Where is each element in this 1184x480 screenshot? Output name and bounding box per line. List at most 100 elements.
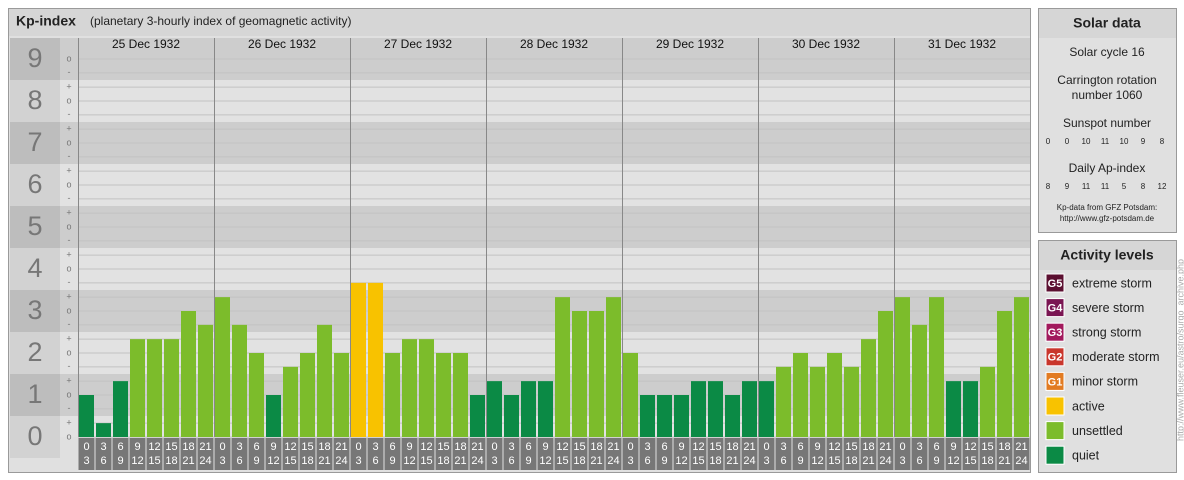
legend-label: minor storm [1072, 375, 1138, 389]
legend-swatch [1045, 445, 1065, 465]
x-tick-label: 9 [678, 441, 684, 453]
bar [759, 381, 774, 437]
bar [487, 381, 502, 437]
x-label-box [571, 438, 588, 470]
x-tick-label: 12 [403, 455, 415, 467]
x-tick-label: 21 [590, 455, 602, 467]
x-tick-label: 15 [165, 441, 177, 453]
x-tick-label: 24 [1015, 455, 1027, 467]
activity-title-bar [1039, 241, 1176, 270]
x-tick-label: 24 [199, 455, 211, 467]
bar [776, 366, 791, 437]
x-label-box [775, 438, 792, 470]
x-tick-label: 12 [131, 455, 143, 467]
day-label: 26 Dec 1932 [248, 37, 316, 51]
x-label-box [588, 438, 605, 470]
x-tick-label: 3 [491, 455, 497, 467]
x-tick-label: 18 [845, 455, 857, 467]
x-label-box [639, 438, 656, 470]
x-tick-label: 9 [253, 455, 259, 467]
x-tick-label: 12 [420, 441, 432, 453]
x-label-box [707, 438, 724, 470]
x-tick-label: 3 [627, 455, 633, 467]
x-tick-label: 15 [573, 441, 585, 453]
sunspot-value: 8 [1160, 137, 1165, 146]
bar [521, 381, 536, 437]
x-tick-label: 18 [862, 441, 874, 453]
bar [946, 381, 961, 437]
band [10, 374, 60, 416]
solar-cycle: Solar cycle 16 [1069, 45, 1145, 59]
x-tick-label: 24 [335, 455, 347, 467]
x-tick-label: 9 [933, 455, 939, 467]
x-tick-label: 3 [508, 441, 514, 453]
x-label-box [979, 438, 996, 470]
plot: 0123456789o+-o+-o+-o+-o+-o+-o+-o+-o+-o25… [10, 37, 1030, 470]
ap-value: 9 [1065, 182, 1070, 191]
x-label-box [469, 438, 486, 470]
x-tick-label: 21 [607, 441, 619, 453]
x-tick-label: 12 [556, 441, 568, 453]
x-label-box [826, 438, 843, 470]
x-label-box [231, 438, 248, 470]
band [10, 38, 60, 80]
x-tick-label: 21 [998, 455, 1010, 467]
legend-label: severe storm [1072, 301, 1144, 315]
x-label-box [367, 438, 384, 470]
bar [844, 366, 859, 437]
bar [572, 311, 587, 437]
x-tick-label: 15 [284, 455, 296, 467]
x-label-box [605, 438, 622, 470]
x-tick-label: 6 [644, 455, 650, 467]
x-tick-label: 0 [899, 441, 905, 453]
x-tick-label: 21 [318, 455, 330, 467]
bar [674, 395, 689, 437]
bar [198, 324, 213, 437]
x-tick-label: 9 [814, 441, 820, 453]
bar [419, 339, 434, 437]
x-tick-label: 12 [692, 441, 704, 453]
bar [963, 381, 978, 437]
x-tick-label: 21 [879, 441, 891, 453]
x-tick-label: 12 [148, 441, 160, 453]
x-label-box [265, 438, 282, 470]
x-tick-label: 9 [950, 441, 956, 453]
watermark: http://www.fleuser.eu/astro/surgo_archiv… [1175, 259, 1184, 441]
x-tick-label: 9 [270, 441, 276, 453]
x-tick-label: 9 [134, 441, 140, 453]
x-tick-label: 18 [165, 455, 177, 467]
x-label-box [146, 438, 163, 470]
solar-panel [1038, 8, 1177, 233]
x-tick-label: 15 [981, 441, 993, 453]
bar [436, 353, 451, 437]
x-tick-label: 18 [454, 441, 466, 453]
legend-label: unsettled [1072, 424, 1123, 438]
x-tick-label: 3 [219, 455, 225, 467]
x-tick-label: 15 [828, 455, 840, 467]
minor-tick-label: + [66, 82, 71, 92]
x-tick-label: 24 [879, 455, 891, 467]
bar [929, 297, 944, 437]
x-tick-label: 3 [899, 455, 905, 467]
minor-tick-label: + [66, 334, 71, 344]
sunspot-value: 10 [1120, 137, 1129, 146]
x-tick-label: 3 [236, 441, 242, 453]
x-tick-label: 9 [117, 455, 123, 467]
x-label-box [809, 438, 826, 470]
bar [334, 353, 349, 437]
x-tick-label: 18 [709, 455, 721, 467]
x-label-box [180, 438, 197, 470]
legend-label: moderate storm [1072, 350, 1160, 364]
x-tick-label: 15 [148, 455, 160, 467]
x-label-box [554, 438, 571, 470]
x-tick-label: 12 [675, 455, 687, 467]
minor-tick-label: o [66, 347, 71, 357]
x-label-box [486, 438, 503, 470]
x-tick-label: 15 [692, 455, 704, 467]
x-tick-label: 6 [372, 455, 378, 467]
bar [113, 381, 128, 437]
x-label-box [673, 438, 690, 470]
solar-title-bar [1039, 9, 1176, 38]
minor-tick-label: - [68, 109, 71, 119]
